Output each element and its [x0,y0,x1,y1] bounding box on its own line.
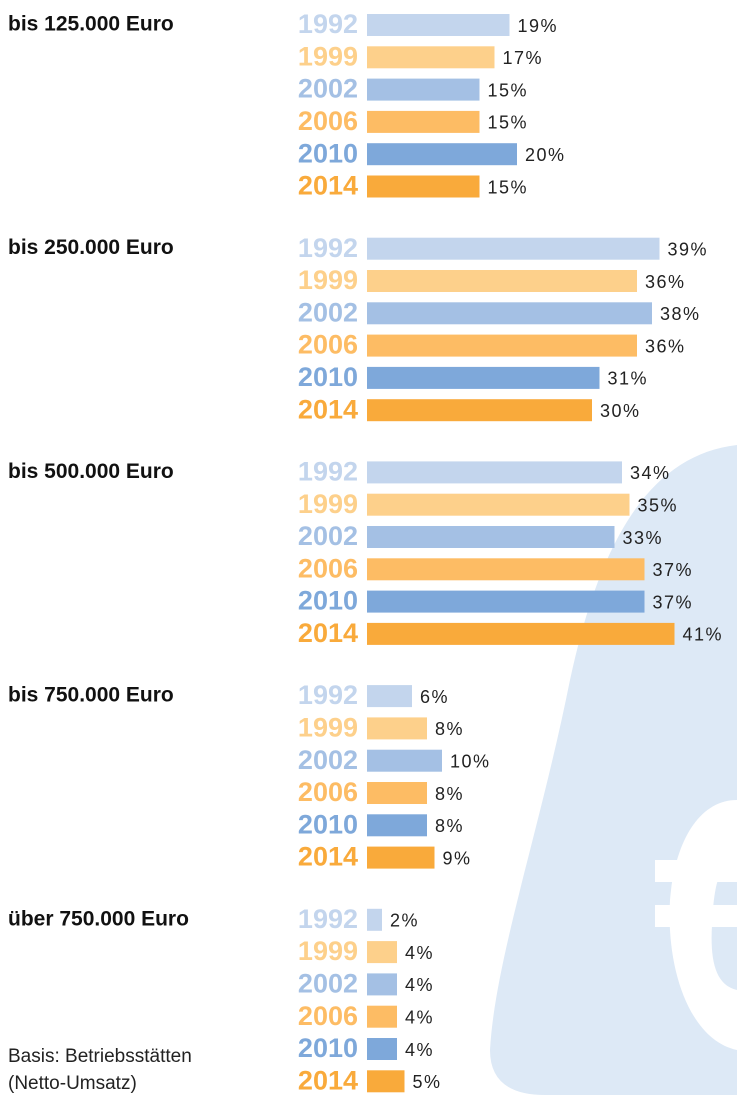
year-label: 2006 [298,553,358,583]
bar [367,846,435,869]
bar [367,270,637,292]
year-label: 2006 [298,777,358,807]
note: Basis: Betriebsstätten [8,1046,192,1067]
value-label: 30% [600,401,641,421]
year-label: 2014 [298,171,358,201]
value-label: 35% [638,495,679,515]
value-label: 34% [630,463,671,483]
value-label: 41% [683,625,724,645]
year-label: 1999 [298,265,358,295]
year-label: 2002 [298,521,358,551]
bar [367,14,510,36]
year-label: 2010 [298,809,358,839]
year-label: 1999 [298,41,358,71]
year-label: 1999 [298,489,358,519]
value-label: 6% [420,687,449,707]
bar [367,461,622,484]
bar [367,78,480,101]
year-label: 2002 [298,969,358,999]
value-label: 36% [645,272,686,292]
bar [367,493,630,516]
bar [367,143,517,166]
year-label: 2006 [298,330,358,360]
bar [367,590,645,613]
value-label: 4% [405,975,434,995]
bar [367,334,637,357]
value-label: 8% [435,719,464,739]
year-label: 2010 [298,586,358,616]
group-label: bis 250.000 Euro [8,236,174,259]
bar [367,685,412,708]
year-label: 1992 [298,9,358,39]
bar [367,175,480,198]
bar [367,237,660,260]
bar [367,814,427,837]
value-label: 8% [435,784,464,804]
group-label: bis 125.000 Euro [8,13,174,36]
group-label: über 750.000 Euro [8,907,189,930]
value-label: 10% [450,751,491,771]
value-label: 31% [608,369,649,389]
value-label: 33% [623,528,664,548]
bar [367,1038,397,1060]
bar [367,46,495,69]
value-label: 36% [645,336,686,356]
bar [367,1005,397,1028]
value-label: 37% [653,592,694,612]
value-label: 8% [435,816,464,836]
value-label: 15% [488,113,529,133]
bar [367,558,645,581]
bar [367,941,397,964]
year-label: 2010 [298,138,358,168]
bar [367,366,600,389]
value-label: 17% [503,48,544,68]
background-illustration [490,445,737,1095]
bar [367,973,397,996]
bar [367,782,427,804]
value-label: 39% [668,239,709,259]
bar [367,622,675,645]
bar [367,908,382,931]
bar [367,110,480,133]
year-label: 2002 [298,745,358,775]
value-label: 4% [405,1007,434,1027]
value-label: 9% [443,848,472,868]
note: (Netto-Umsatz) [8,1073,137,1094]
group-label: bis 500.000 Euro [8,460,174,483]
year-label: 1999 [298,936,358,966]
bar [367,717,427,740]
year-label: 2010 [298,1033,358,1063]
year-label: 2014 [298,618,358,648]
value-label: 5% [413,1072,442,1092]
group-label: bis 750.000 Euro [8,684,174,707]
bar [367,526,615,548]
bar [367,399,592,422]
value-label: 2% [390,911,419,931]
year-label: 2002 [298,297,358,327]
year-label: 2006 [298,106,358,136]
year-label: 1992 [298,680,358,710]
value-label: 20% [525,145,566,165]
year-label: 1992 [298,233,358,263]
value-label: 15% [488,177,529,197]
bar [367,1070,405,1093]
value-label: 19% [518,16,559,36]
year-label: 2010 [298,362,358,392]
year-label: 1992 [298,457,358,487]
year-label: 1999 [298,713,358,743]
year-label: 2014 [298,842,358,872]
year-label: 2014 [298,394,358,424]
year-label: 2002 [298,74,358,104]
year-label: 1992 [298,904,358,934]
bar [367,749,442,772]
value-label: 38% [660,304,701,324]
value-label: 37% [653,560,694,580]
bar [367,302,652,325]
year-label: 2014 [298,1065,358,1095]
year-label: 2006 [298,1001,358,1031]
value-label: 4% [405,943,434,963]
value-label: 4% [405,1040,434,1060]
value-label: 15% [488,80,529,100]
